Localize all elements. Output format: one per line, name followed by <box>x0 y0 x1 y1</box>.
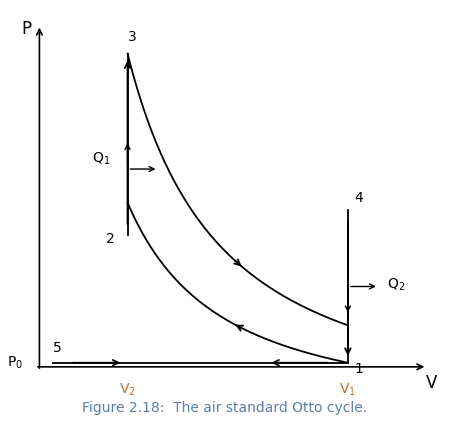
Text: 4: 4 <box>355 191 363 205</box>
Text: 1: 1 <box>354 362 363 376</box>
Text: 2: 2 <box>106 232 114 246</box>
Text: P: P <box>21 20 31 38</box>
Text: P$_{\mathregular{0}}$: P$_{\mathregular{0}}$ <box>7 354 23 371</box>
Text: V$_{\mathregular{1}}$: V$_{\mathregular{1}}$ <box>339 381 357 398</box>
Text: V: V <box>426 374 437 392</box>
Text: Q$_{\mathregular{2}}$: Q$_{\mathregular{2}}$ <box>387 276 405 293</box>
Text: Q$_{\mathregular{1}}$: Q$_{\mathregular{1}}$ <box>92 151 110 167</box>
Text: V$_{\mathregular{2}}$: V$_{\mathregular{2}}$ <box>119 381 136 398</box>
Text: 3: 3 <box>128 30 136 44</box>
Text: 5: 5 <box>53 341 62 355</box>
Text: Figure 2.18:  The air standard Otto cycle.: Figure 2.18: The air standard Otto cycle… <box>82 401 367 415</box>
